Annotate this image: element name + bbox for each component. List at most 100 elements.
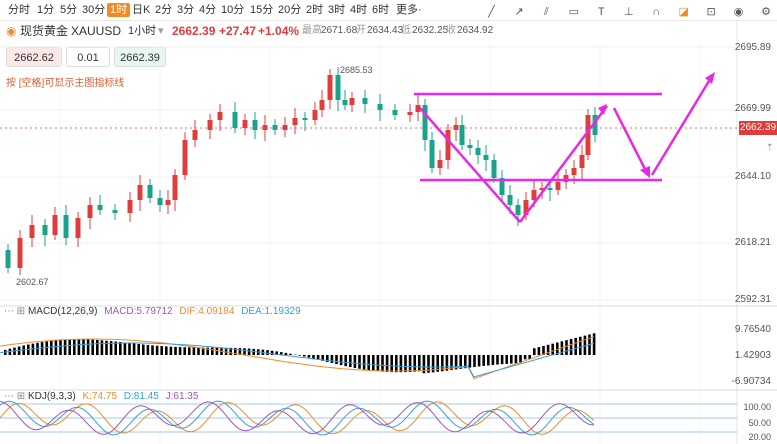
magnet-icon[interactable]: ∩ [652,6,661,18]
candle-body [453,125,459,130]
macd-bar [477,355,481,367]
tf-5min[interactable]: 5分 [60,4,78,16]
k-value: K:74.75 [82,391,118,402]
scroll-up-icon[interactable]: ⇡ [766,142,774,152]
rect-icon[interactable]: ▭ [568,6,580,18]
macd-bar [105,340,108,355]
tf-1min[interactable]: 1分 [37,4,55,16]
ray-icon[interactable]: ↗ [514,6,524,18]
macd-bar [335,355,338,365]
candle-body [571,168,577,175]
lock-icon[interactable]: ⊡ [706,6,716,18]
text-icon[interactable]: T [597,6,605,18]
candle-body [467,145,473,148]
macd-bar [422,355,426,374]
macd-bar [54,340,58,355]
tf-fenshi[interactable]: 分时 [8,4,30,16]
tf-2h[interactable]: 2时 [306,4,324,16]
tf-15min[interactable]: 15分 [250,4,274,16]
macd-bar [574,337,577,355]
macd-bar [165,346,168,355]
kdj-axis-label: 100.00 [743,402,771,412]
candle-body [75,218,81,238]
candle-body [252,120,258,130]
candle-body [157,198,163,205]
macd-bar [123,342,127,355]
candle-body [112,210,118,213]
candle-body [232,112,238,128]
macd-bar [86,339,90,355]
candle-body [407,112,413,115]
macd-bar [40,342,44,355]
macd-bar [505,355,508,364]
tf-10min[interactable]: 10分 [221,4,245,16]
macd-title[interactable]: MACD(12,26,9) [27,306,98,317]
macd-bar [358,355,361,369]
tf-more[interactable]: 更多· [396,4,422,16]
macd-bar [146,344,150,355]
eye-icon[interactable]: ◉ [733,6,744,18]
down-trend-line [419,107,521,223]
macd-bar [109,341,113,355]
tf-day[interactable]: 日K [132,4,151,16]
symbol-code: XAUUSD [71,24,122,38]
tf-4h[interactable]: 4时 [350,4,368,16]
macd-bar [68,339,71,355]
tf-2min[interactable]: 2分 [155,4,173,16]
candle-body [319,100,325,110]
expand-icon[interactable]: ⊞ [16,391,26,402]
tf-6h[interactable]: 6时 [372,4,390,16]
tf-3min[interactable]: 3分 [177,4,195,16]
candle-body [312,110,318,120]
candle-body [137,185,143,200]
close-label: 收 [446,25,456,36]
macd-bar [303,355,306,357]
candle-body [29,225,35,238]
j-value: J:61.35 [165,391,199,402]
kdj-title[interactable]: KDJ(9,3,3) [27,391,76,402]
candle-body [475,148,481,155]
macd-bar [487,355,490,366]
eraser-icon[interactable]: ◪ [678,6,689,18]
tf-30min[interactable]: 30分 [82,4,106,16]
tf-20min[interactable]: 20分 [278,4,302,16]
dif-value: DIF:4.09184 [179,306,235,317]
macd-bar [326,355,329,362]
macd-bar [132,343,136,355]
candle-body [182,140,188,175]
chevron-down-icon[interactable]: ▾ [158,25,164,37]
measure-icon[interactable]: ⊥ [623,6,634,18]
settings-icon[interactable]: ⚙ [761,6,771,18]
macd-axis-label: 1.42903 [734,350,771,361]
macd-bar [482,355,485,366]
macd-bar [169,346,173,355]
dea-line [0,342,595,378]
macd-bar [404,355,407,373]
candle-body [459,125,465,145]
collapse-icon[interactable]: ◉ [6,24,17,38]
candle-body [523,200,529,215]
macd-bar [556,342,559,355]
macd-bar [229,347,232,355]
tf-3h[interactable]: 3时 [328,4,346,16]
macd-bar [533,348,536,355]
draw-line-icon[interactable]: ╱ [488,6,495,18]
expand-icon[interactable]: ⊞ [16,306,26,317]
candle-body [217,112,223,120]
macd-bar [275,351,278,355]
macd-bar [36,342,39,355]
macd-bar [201,347,205,355]
pane-menu-icon[interactable]: ⋯ [4,306,14,317]
pane-menu-icon[interactable]: ⋯ [4,391,14,402]
sell-price-box[interactable]: 2662.62 [6,47,62,67]
price-change: +27.47 [219,24,257,38]
interval-select[interactable]: 1小时 [128,25,157,37]
tf-4min[interactable]: 4分 [199,4,217,16]
tf-1h[interactable]: 1时 [107,3,131,17]
macd-bar [100,340,104,355]
price-axis-label: 2592.31 [734,294,771,305]
macd-bar [188,347,191,355]
price-axis-label: 2644.10 [734,171,771,182]
channel-icon[interactable]: ⫽ [543,6,549,18]
